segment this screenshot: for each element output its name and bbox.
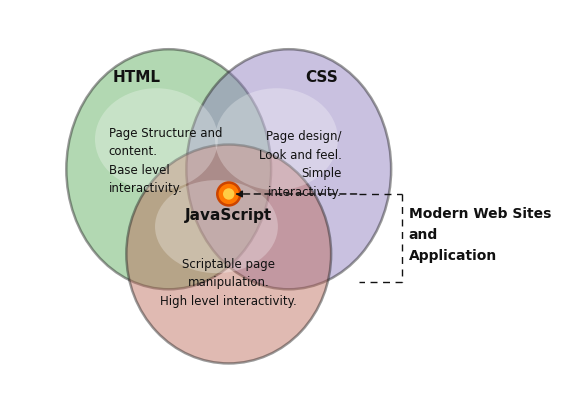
Text: Scriptable page
manipulation.
High level interactivity.: Scriptable page manipulation. High level… (160, 258, 297, 308)
Ellipse shape (95, 88, 218, 190)
Ellipse shape (66, 49, 271, 289)
Text: CSS: CSS (306, 70, 338, 85)
Ellipse shape (155, 180, 278, 273)
Text: Page design/
Look and feel.
Simple
interactivity.: Page design/ Look and feel. Simple inter… (259, 130, 342, 199)
Ellipse shape (215, 88, 338, 190)
Text: JavaScript: JavaScript (185, 208, 273, 223)
Ellipse shape (216, 181, 241, 207)
Ellipse shape (223, 188, 235, 200)
Ellipse shape (219, 184, 239, 204)
Ellipse shape (186, 49, 391, 289)
Ellipse shape (126, 145, 331, 363)
Text: HTML: HTML (112, 70, 160, 85)
Text: Page Structure and
content.
Base level
interactivity.: Page Structure and content. Base level i… (108, 127, 222, 196)
Text: Modern Web Sites
and
Application: Modern Web Sites and Application (409, 207, 551, 263)
